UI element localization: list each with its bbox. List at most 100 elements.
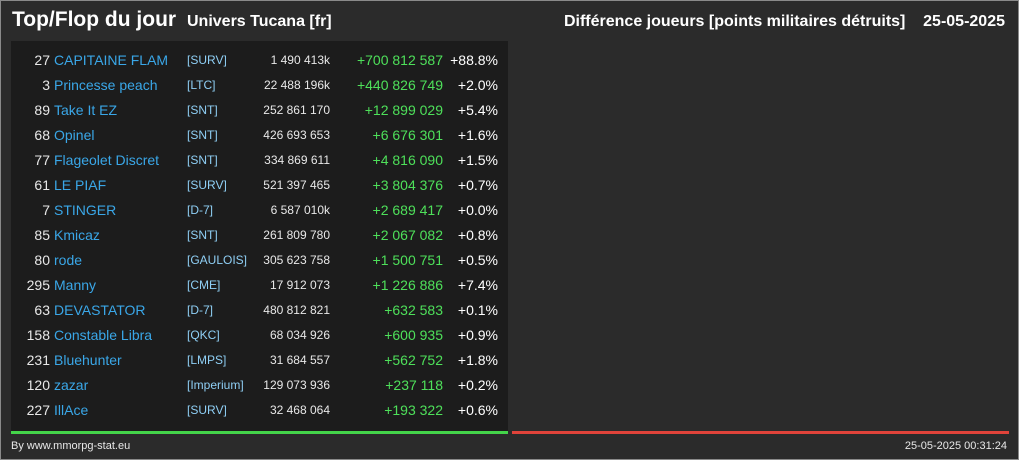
player-rank: 227 xyxy=(26,402,50,418)
player-name[interactable]: rode xyxy=(54,252,83,268)
footer-timestamp: 25-05-2025 00:31:24 xyxy=(904,440,1007,452)
player-rank: 77 xyxy=(34,152,50,168)
player-name[interactable]: Bluehunter xyxy=(54,352,122,368)
player-points: 32 468 064 xyxy=(269,403,330,417)
table-row: 85 Kmicaz [SNT] 261 809 780 +2 067 082 +0.8% xyxy=(11,225,508,250)
player-alliance[interactable]: [GAULOIS] xyxy=(187,253,248,267)
points-difference: +1 500 751 xyxy=(372,252,443,268)
percent-change: +88.8% xyxy=(450,52,498,68)
table-row: 227 IllAce [SURV] 32 468 064 +193 322 +0.6% xyxy=(11,400,508,425)
top-bar-lower xyxy=(11,431,508,434)
player-name[interactable]: STINGER xyxy=(54,202,117,218)
player-alliance[interactable]: [CME] xyxy=(187,278,221,292)
percent-change: +0.9% xyxy=(457,327,498,343)
player-rank: 120 xyxy=(26,377,50,393)
player-name[interactable]: Constable Libra xyxy=(54,327,153,343)
table-row: 120 zazar [Imperium] 129 073 936 +237 118 +0.… xyxy=(11,375,508,400)
player-name[interactable]: Flageolet Discret xyxy=(54,152,160,168)
date: 25-05-2025 xyxy=(923,13,1005,30)
player-alliance[interactable]: [D-7] xyxy=(187,203,214,217)
player-alliance[interactable]: [SNT] xyxy=(187,228,218,242)
player-alliance[interactable]: [SNT] xyxy=(187,128,218,142)
player-alliance[interactable]: [D-7] xyxy=(187,303,214,317)
percent-change: +0.2% xyxy=(457,377,498,393)
player-rank: 7 xyxy=(42,202,50,218)
player-points: 426 693 653 xyxy=(263,128,330,142)
table-row: 68 Opinel [SNT] 426 693 653 +6 676 301 +1.6% xyxy=(11,125,508,150)
player-points: 252 861 170 xyxy=(263,103,330,117)
player-alliance[interactable]: [LTC] xyxy=(187,78,216,92)
player-points: 68 034 926 xyxy=(269,328,330,342)
table-row: 7 STINGER [D-7] 6 587 010k +2 689 417 +0.0% xyxy=(11,200,508,225)
player-alliance[interactable]: [SURV] xyxy=(187,178,227,192)
player-points: 334 869 611 xyxy=(264,153,330,167)
percent-change: +1.8% xyxy=(457,352,498,368)
points-difference: +237 118 xyxy=(385,377,443,393)
player-name[interactable]: Kmicaz xyxy=(54,227,100,243)
player-name[interactable]: DEVASTATOR xyxy=(54,302,146,318)
flop-bar-lower xyxy=(512,431,1009,434)
table-row: 231 Bluehunter [LMPS] 31 684 557 +562 752 +1.… xyxy=(11,350,508,375)
player-alliance[interactable]: [SURV] xyxy=(187,53,227,67)
points-difference: +12 899 029 xyxy=(364,102,443,118)
player-name[interactable]: LE PIAF xyxy=(54,177,107,193)
percent-change: +0.7% xyxy=(457,177,498,193)
top-list: 27 CAPITAINE FLAM [SURV] 1 490 413k +700 812… xyxy=(11,50,508,425)
player-points: 261 809 780 xyxy=(263,228,330,242)
player-name[interactable]: Opinel xyxy=(54,127,95,143)
player-rank: 231 xyxy=(26,352,50,368)
player-points: 305 623 758 xyxy=(263,253,330,267)
player-rank: 85 xyxy=(34,227,50,243)
percent-change: +0.5% xyxy=(457,252,498,268)
percent-change: +2.0% xyxy=(457,77,498,93)
page-title: Top/Flop du jour xyxy=(12,8,177,31)
player-rank: 295 xyxy=(26,277,50,293)
player-alliance[interactable]: [QKC] xyxy=(187,328,220,342)
top-panel: 27 CAPITAINE FLAM [SURV] 1 490 413k +700 812… xyxy=(11,41,508,433)
flop-panel xyxy=(512,41,1009,433)
player-name[interactable]: Princesse peach xyxy=(54,77,158,93)
table-row: 89 Take It EZ [SNT] 252 861 170 +12 899 029 +… xyxy=(11,100,508,125)
player-name[interactable]: Take It EZ xyxy=(54,102,118,118)
percent-change: +0.6% xyxy=(457,402,498,418)
player-alliance[interactable]: [SNT] xyxy=(187,103,218,117)
player-points: 1 490 413k xyxy=(270,53,330,67)
player-alliance[interactable]: [SURV] xyxy=(187,403,227,417)
player-name[interactable]: CAPITAINE FLAM xyxy=(54,52,169,68)
player-name[interactable]: Manny xyxy=(54,277,97,293)
table-row: 77 Flageolet Discret [SNT] 334 869 611 +4 81… xyxy=(11,150,508,175)
player-rank: 80 xyxy=(34,252,50,268)
player-alliance[interactable]: [SNT] xyxy=(187,153,218,167)
player-rank: 63 xyxy=(34,302,50,318)
player-alliance[interactable]: [Imperium] xyxy=(187,378,244,392)
points-difference: +1 226 886 xyxy=(372,277,443,293)
player-points: 31 684 557 xyxy=(269,353,330,367)
table-row: 61 LE PIAF [SURV] 521 397 465 +3 804 376 +0.7… xyxy=(11,175,508,200)
points-difference: +6 676 301 xyxy=(372,127,443,143)
player-rank: 61 xyxy=(34,177,50,193)
player-points: 480 812 821 xyxy=(263,303,330,317)
points-difference: +700 812 587 xyxy=(356,52,443,68)
points-difference: +3 804 376 xyxy=(372,177,443,193)
header-right: Différence joueurs [points militaires dé… xyxy=(564,13,1005,31)
player-rank: 68 xyxy=(34,127,50,143)
player-points: 521 397 465 xyxy=(263,178,330,192)
player-alliance[interactable]: [LMPS] xyxy=(187,353,227,367)
points-difference: +4 816 090 xyxy=(372,152,443,168)
player-points: 17 912 073 xyxy=(269,278,330,292)
points-difference: +2 067 082 xyxy=(372,227,443,243)
subtitle: Différence joueurs [points militaires dé… xyxy=(563,13,906,30)
points-difference: +2 689 417 xyxy=(372,202,443,218)
table-row: 295 Manny [CME] 17 912 073 +1 226 886 +7.4% xyxy=(11,275,508,300)
table-row: 27 CAPITAINE FLAM [SURV] 1 490 413k +700 812… xyxy=(11,50,508,75)
player-name[interactable]: zazar xyxy=(54,377,89,393)
points-difference: +562 752 xyxy=(384,352,443,368)
percent-change: +0.0% xyxy=(457,202,498,218)
percent-change: +1.6% xyxy=(457,127,498,143)
table-row: 158 Constable Libra [QKC] 68 034 926 +600 93… xyxy=(11,325,508,350)
footer-credit: By www.mmorpg-stat.eu xyxy=(11,440,131,452)
player-rank: 158 xyxy=(26,327,50,343)
percent-change: +5.4% xyxy=(457,102,498,118)
player-name[interactable]: IllAce xyxy=(54,402,89,418)
